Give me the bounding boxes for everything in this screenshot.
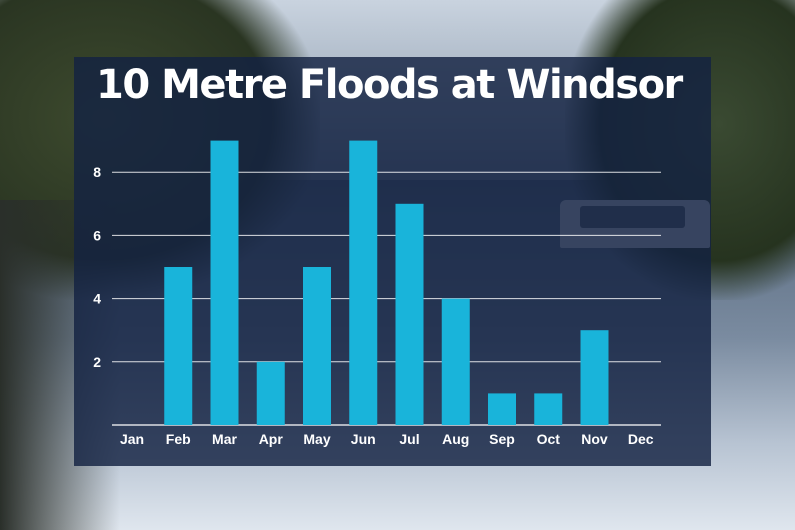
y-tick-label-8: 8 bbox=[93, 164, 101, 180]
x-tick-label-may: May bbox=[303, 431, 330, 447]
bar-oct bbox=[534, 393, 563, 425]
bar-feb bbox=[164, 267, 193, 425]
x-tick-label-nov: Nov bbox=[581, 431, 608, 447]
bar-may bbox=[303, 267, 331, 425]
x-tick-label-aug: Aug bbox=[442, 431, 469, 447]
x-tick-label-mar: Mar bbox=[212, 431, 237, 447]
bar-aug bbox=[441, 298, 470, 425]
y-tick-label-4: 4 bbox=[93, 291, 101, 307]
bar-nov bbox=[580, 330, 609, 425]
bar-jul bbox=[395, 203, 424, 425]
x-tick-label-jan: Jan bbox=[120, 431, 144, 447]
x-tick-label-oct: Oct bbox=[537, 431, 561, 447]
bar-apr bbox=[256, 361, 285, 425]
x-tick-label-apr: Apr bbox=[259, 431, 284, 447]
y-tick-label-6: 6 bbox=[93, 227, 101, 243]
x-tick-label-sep: Sep bbox=[489, 431, 515, 447]
x-tick-label-feb: Feb bbox=[166, 431, 191, 447]
bar-sep bbox=[488, 393, 516, 425]
x-tick-label-jun: Jun bbox=[351, 431, 376, 447]
bar-mar bbox=[210, 140, 239, 425]
x-tick-label-jul: Jul bbox=[399, 431, 419, 447]
chart-title: 10 Metre Floods at Windsor bbox=[96, 62, 683, 108]
bar-jun bbox=[349, 140, 378, 425]
y-tick-label-2: 2 bbox=[93, 354, 101, 370]
x-tick-label-dec: Dec bbox=[628, 431, 654, 447]
